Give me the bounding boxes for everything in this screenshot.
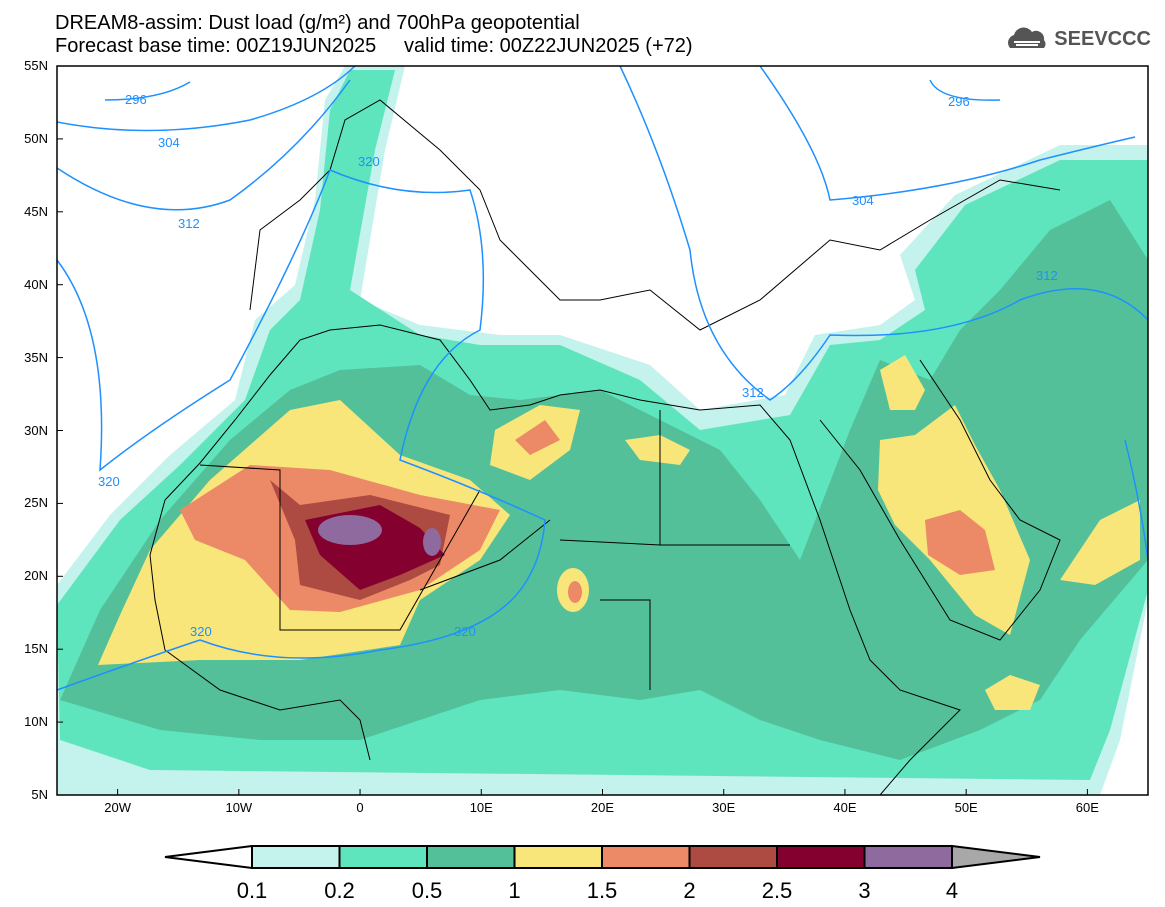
lat-label: 25N xyxy=(24,495,48,511)
colorbar-tick-label: 3 xyxy=(858,878,871,903)
colorbar xyxy=(164,844,1041,870)
lon-label: 10W xyxy=(225,800,253,815)
lon-label: 40E xyxy=(833,800,857,815)
contour-296-east xyxy=(929,79,1001,101)
border-lines xyxy=(199,410,790,690)
coastline-europe xyxy=(249,99,1061,331)
dust-level-1 xyxy=(985,675,1040,710)
colorbar-swatch xyxy=(688,845,778,869)
colorbar-tick-label: 0.5 xyxy=(411,878,443,903)
dust-level-1.5 xyxy=(925,510,995,575)
lon-label: 30E xyxy=(712,800,736,815)
lat-label: 40N xyxy=(24,276,48,292)
contour-label: 320 xyxy=(358,154,380,169)
contour-304-west xyxy=(56,65,356,132)
colorbar-under-arrow xyxy=(164,844,253,870)
map-subtitle: Forecast base time: 00Z19JUN2025 valid t… xyxy=(55,35,693,57)
dust-level-1.5 xyxy=(515,420,560,455)
map-title: DREAM8-assim: Dust load (g/m²) and 700hP… xyxy=(55,12,580,34)
contour-320-east xyxy=(1124,439,1149,561)
coastline-africa xyxy=(149,324,961,796)
contour-label: 320 xyxy=(454,624,476,639)
colorbar-tick-label: 4 xyxy=(945,878,959,903)
lat-label: 15N xyxy=(24,641,48,657)
colorbar-tick-label: 1 xyxy=(508,878,521,903)
contour-label: 312 xyxy=(742,385,764,400)
contour-320-west xyxy=(56,169,546,691)
contour-312-west xyxy=(56,79,351,211)
contour-label: 296 xyxy=(125,92,147,107)
colorbar-over-arrow xyxy=(951,844,1041,870)
colorbar-swatch xyxy=(338,845,428,869)
colorbar-tick-label: 2 xyxy=(683,878,696,903)
colorbar-tick-label: 0.2 xyxy=(324,878,355,903)
colorbar-swatch xyxy=(513,845,603,869)
contour-label: 320 xyxy=(98,474,120,489)
contour-312-east xyxy=(619,65,1149,401)
contour-304-east xyxy=(759,65,1136,201)
lat-label: 45N xyxy=(24,203,48,219)
logo-text: SEEVCCC xyxy=(1054,27,1151,50)
contour-label: 312 xyxy=(178,216,200,231)
dust-level-3 xyxy=(318,515,382,545)
contour-label: 304 xyxy=(852,193,874,208)
contour-label: 320 xyxy=(190,624,212,639)
dust-level-1 xyxy=(625,435,690,465)
dust-level-1 xyxy=(1060,500,1140,585)
colorbar-tick-label: 0.1 xyxy=(236,878,268,903)
colorbar-swatch xyxy=(776,845,866,869)
colorbar-swatch xyxy=(251,845,341,869)
contour-label: 312 xyxy=(1036,268,1058,283)
lat-label: 55N xyxy=(24,58,48,73)
contour-label: 296 xyxy=(948,94,970,109)
lat-label: 30N xyxy=(24,422,48,438)
dust-level-3 xyxy=(423,528,441,556)
contour-296-west xyxy=(104,81,191,101)
contour-label: 304 xyxy=(158,135,180,150)
lon-label: 20W xyxy=(104,800,131,815)
lon-label: 50E xyxy=(954,800,978,815)
lon-label: 0 xyxy=(356,800,364,815)
lon-label: 20E xyxy=(590,800,615,815)
lon-label: 60E xyxy=(1075,800,1099,815)
lon-label: 10E xyxy=(469,800,493,815)
cloud-icon xyxy=(1008,27,1046,48)
colorbar-swatch xyxy=(426,845,516,869)
dust-level-1.5 xyxy=(568,581,582,603)
colorbar-tick-label: 1.5 xyxy=(586,878,618,903)
seevccc-logo: SEEVCCC xyxy=(1004,26,1151,52)
colorbar-tick-label: 2.5 xyxy=(761,878,793,903)
dust-level-1 xyxy=(880,355,925,410)
colorbar-swatch xyxy=(863,845,953,869)
coastline-arabia xyxy=(819,359,1061,641)
lat-label: 20N xyxy=(24,568,48,584)
lat-label: 5N xyxy=(31,787,48,802)
colorbar-swatch xyxy=(601,845,691,869)
lat-label: 10N xyxy=(24,714,48,730)
lat-label: 35N xyxy=(24,349,48,365)
lat-label: 50N xyxy=(24,130,48,146)
